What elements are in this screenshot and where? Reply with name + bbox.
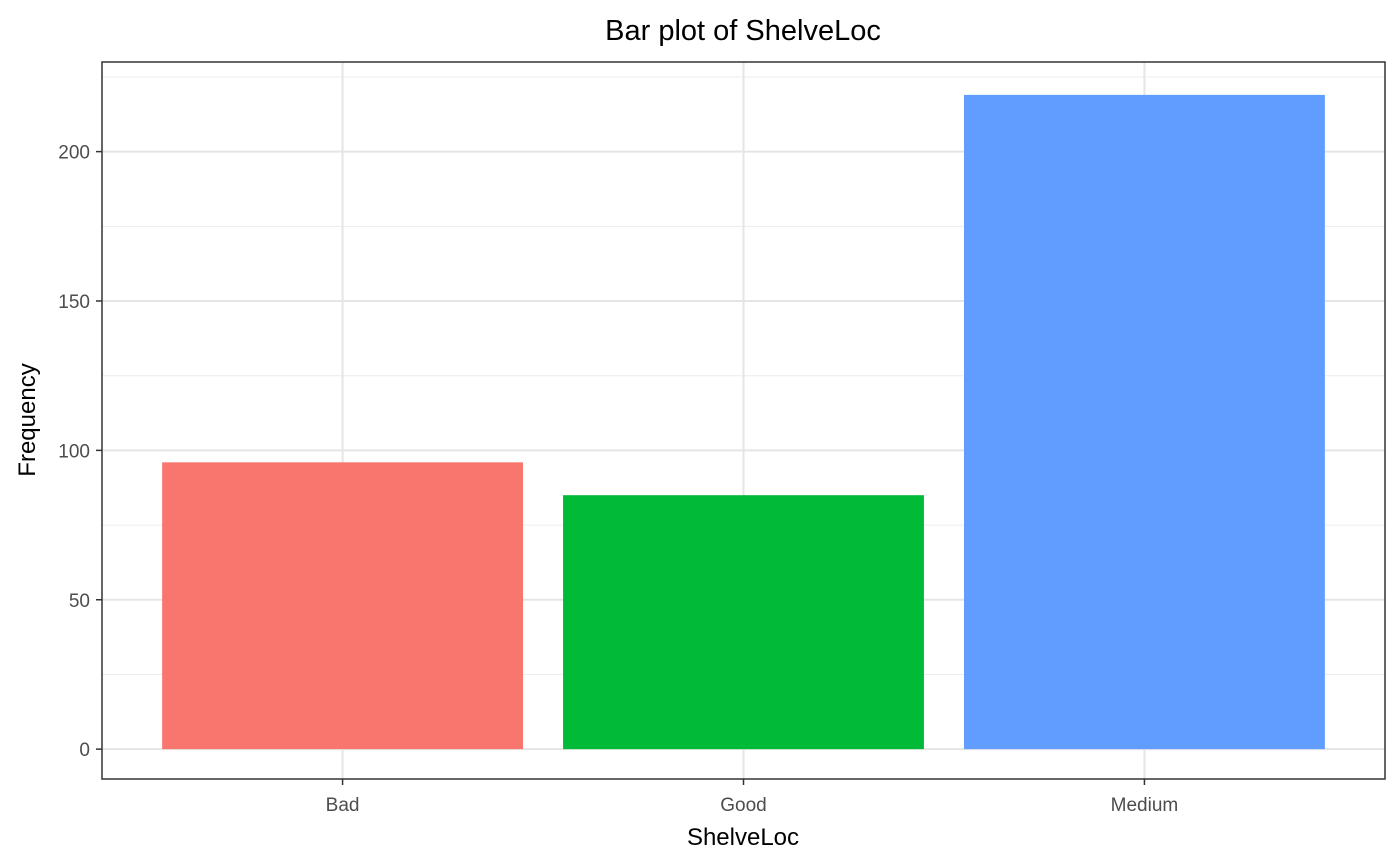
bar-bad: [162, 462, 523, 750]
chart-title: Bar plot of ShelveLoc: [605, 15, 881, 47]
bar-medium: [964, 94, 1325, 750]
bars: [162, 94, 1325, 750]
x-tick-label: Medium: [1111, 795, 1179, 816]
y-tick-label: 100: [58, 441, 90, 462]
y-axis: 0 50 100 150 200: [58, 143, 102, 761]
y-tick-label: 200: [58, 143, 90, 164]
x-tick-label: Bad: [326, 795, 360, 816]
bar-good: [563, 495, 924, 750]
x-axis-title: ShelveLoc: [687, 824, 799, 851]
x-axis: Bad Good Medium: [326, 779, 1179, 816]
y-tick-label: 150: [58, 292, 90, 313]
y-tick-label: 0: [79, 740, 90, 761]
x-tick-label: Good: [720, 795, 766, 816]
y-tick-label: 50: [69, 591, 90, 612]
y-axis-title: Frequency: [14, 363, 41, 476]
